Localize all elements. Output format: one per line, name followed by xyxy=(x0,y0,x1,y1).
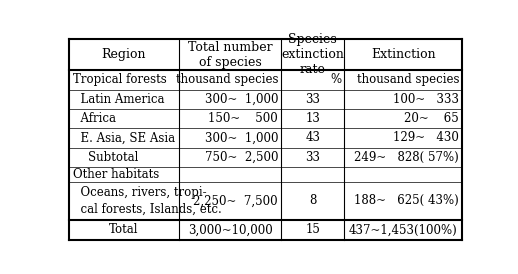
Text: Other habitats: Other habitats xyxy=(73,168,159,181)
Text: 33: 33 xyxy=(305,151,320,164)
Text: 249~   828( 57%): 249~ 828( 57%) xyxy=(354,151,459,164)
Text: 43: 43 xyxy=(305,132,320,144)
Text: 20~    65: 20~ 65 xyxy=(404,112,459,125)
Text: Region: Region xyxy=(102,48,146,61)
Text: 13: 13 xyxy=(305,112,320,125)
Text: Species
extinction
rate: Species extinction rate xyxy=(281,33,344,76)
Text: thousand species: thousand species xyxy=(356,73,459,86)
Text: 150~    500: 150~ 500 xyxy=(208,112,278,125)
Text: thousand species: thousand species xyxy=(176,73,278,86)
Text: 33: 33 xyxy=(305,93,320,106)
Text: Latin America: Latin America xyxy=(73,93,164,106)
Text: Extinction: Extinction xyxy=(371,48,436,61)
Text: 2,250~  7,500: 2,250~ 7,500 xyxy=(193,195,278,207)
Text: Total number
of species: Total number of species xyxy=(188,41,272,69)
Text: E. Asia, SE Asia: E. Asia, SE Asia xyxy=(73,132,175,144)
Text: 3,000~10,000: 3,000~10,000 xyxy=(188,224,272,236)
Text: Tropical forests: Tropical forests xyxy=(73,73,166,86)
Text: %: % xyxy=(330,73,341,86)
Text: Subtotal: Subtotal xyxy=(73,151,138,164)
Text: 437~1,453(100%): 437~1,453(100%) xyxy=(349,224,457,236)
Text: Total: Total xyxy=(109,224,139,236)
Text: 188~   625( 43%): 188~ 625( 43%) xyxy=(354,195,459,207)
Text: 750~  2,500: 750~ 2,500 xyxy=(205,151,278,164)
Text: 15: 15 xyxy=(305,224,320,236)
Text: 8: 8 xyxy=(309,195,316,207)
Text: 300~  1,000: 300~ 1,000 xyxy=(205,132,278,144)
Text: Africa: Africa xyxy=(73,112,116,125)
Text: 100~   333: 100~ 333 xyxy=(393,93,459,106)
Text: 300~  1,000: 300~ 1,000 xyxy=(205,93,278,106)
Text: 129~   430: 129~ 430 xyxy=(393,132,459,144)
Text: Oceans, rivers, tropi-
  cal forests, Islands, etc.: Oceans, rivers, tropi- cal forests, Isla… xyxy=(73,186,222,215)
